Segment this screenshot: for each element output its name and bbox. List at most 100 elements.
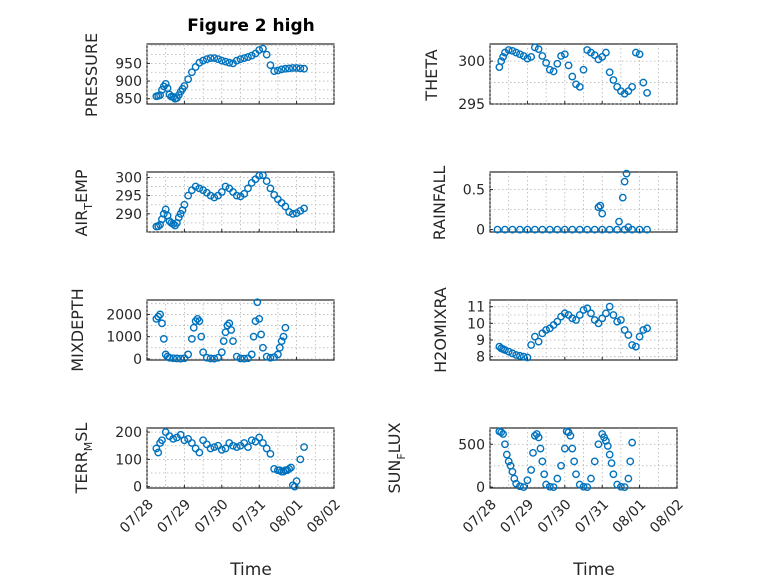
data-point-pressure — [255, 46, 264, 54]
data-point-theta — [635, 50, 644, 59]
data-point-theta — [557, 52, 565, 60]
ytick-label-pressure: 850 — [115, 92, 142, 108]
data-point-rainfall — [493, 225, 502, 234]
data-point-air_temp — [191, 182, 200, 191]
data-point-h2omixra — [587, 309, 595, 318]
data-point-pressure — [225, 58, 234, 67]
data-point-sun_flux — [568, 444, 577, 453]
data-point-pressure — [236, 55, 245, 64]
data-point-air_temp — [255, 171, 264, 180]
data-point-rainfall — [545, 225, 554, 234]
ytick-label-theta: 295 — [458, 97, 485, 113]
ytick-label-terr_msl: 0 — [133, 480, 142, 496]
data-point-sun_flux — [560, 444, 569, 453]
data-point-theta — [564, 61, 573, 70]
data-point-terr_msl — [217, 445, 226, 454]
data-point-mixdepth — [229, 337, 237, 346]
xtick-label-terr_msl: 07/29 — [154, 497, 194, 537]
data-point-terr_msl — [176, 430, 185, 439]
data-point-mixdepth — [240, 354, 249, 363]
data-point-sun_flux — [519, 483, 528, 492]
data-point-mixdepth — [214, 353, 222, 362]
data-point-mixdepth — [225, 319, 234, 328]
data-point-terr_msl — [154, 448, 163, 457]
data-point-pressure — [300, 64, 308, 73]
data-point-rainfall — [635, 225, 644, 234]
data-point-sun_flux — [566, 431, 575, 440]
data-point-pressure — [244, 53, 252, 61]
data-point-pressure — [292, 64, 301, 72]
data-point-pressure — [202, 55, 211, 64]
data-point-rainfall — [618, 193, 627, 202]
data-point-terr_msl — [262, 444, 271, 453]
xtick-label-terr_msl: 07/30 — [192, 497, 232, 537]
data-point-h2omixra — [583, 304, 592, 313]
data-point-terr_msl — [287, 463, 295, 472]
xtick-label-sun_flux: 07/31 — [572, 497, 612, 537]
ytick-label-pressure: 900 — [115, 74, 142, 90]
data-point-h2omixra — [519, 352, 528, 361]
data-point-rainfall — [598, 209, 607, 218]
data-point-sun_flux — [523, 476, 532, 485]
data-point-theta — [560, 50, 569, 59]
ytick-label-sun_flux: 0 — [476, 480, 485, 496]
data-point-h2omixra — [620, 326, 629, 334]
data-point-mixdepth — [193, 314, 202, 323]
data-point-h2omixra — [553, 317, 562, 326]
data-point-air_temp — [217, 188, 226, 196]
data-point-h2omixra — [560, 309, 569, 318]
data-point-mixdepth — [156, 310, 164, 319]
xtick-label-sun_flux: 08/01 — [610, 497, 650, 537]
data-point-h2omixra — [575, 311, 584, 319]
data-point-rainfall — [622, 169, 631, 178]
data-point-mixdepth — [217, 348, 226, 357]
data-point-mixdepth — [152, 314, 161, 323]
data-point-air_temp — [266, 184, 275, 193]
data-point-rainfall — [508, 225, 517, 234]
xtick-label-sun_flux: 07/29 — [497, 497, 537, 537]
ylabel-air-temp: AIRTEMP — [72, 169, 95, 236]
data-point-h2omixra — [628, 341, 637, 349]
ytick-label-h2omixra: 10 — [467, 316, 485, 332]
data-point-theta — [538, 52, 547, 60]
data-point-mixdepth — [273, 350, 282, 359]
data-point-air_temp — [262, 177, 271, 185]
data-point-terr_msl — [169, 435, 178, 443]
ylabel-terr-msl: TERRMSL — [72, 423, 95, 495]
data-point-theta — [523, 54, 532, 63]
ytick-label-sun_flux: 500 — [458, 437, 485, 453]
data-point-air_temp — [154, 222, 163, 231]
data-point-pressure — [217, 56, 226, 65]
xtick-label-terr_msl: 08/01 — [267, 497, 307, 537]
data-point-rainfall — [575, 225, 584, 234]
ytick-label-air_temp: 290 — [115, 207, 142, 223]
xtick-label-terr_msl: 07/31 — [229, 497, 269, 537]
data-point-h2omixra — [617, 316, 625, 324]
data-point-mixdepth — [169, 354, 178, 363]
ytick-label-air_temp: 295 — [115, 189, 142, 205]
ytick-label-h2omixra: 9 — [476, 333, 485, 349]
ytick-label-mixdepth: 1000 — [106, 330, 142, 346]
data-point-air_temp — [206, 191, 215, 200]
ytick-label-theta: 300 — [458, 54, 485, 70]
data-point-h2omixra — [643, 324, 651, 333]
data-point-air_temp — [210, 193, 219, 202]
data-point-theta — [499, 52, 507, 61]
data-point-terr_msl — [266, 450, 275, 458]
data-point-theta — [553, 59, 562, 68]
data-point-mixdepth — [219, 337, 228, 346]
xtick-label-sun_flux: 07/28 — [460, 497, 500, 537]
data-point-mixdepth — [281, 323, 290, 332]
data-point-h2omixra — [527, 341, 536, 349]
data-point-theta — [527, 52, 536, 61]
data-point-terr_msl — [210, 443, 219, 451]
data-point-sun_flux — [549, 483, 558, 492]
data-point-mixdepth — [210, 354, 219, 363]
data-point-mixdepth — [191, 317, 200, 326]
data-point-mixdepth — [202, 353, 211, 362]
data-point-pressure — [296, 64, 305, 73]
data-point-h2omixra — [530, 332, 539, 341]
data-point-terr_msl — [296, 455, 305, 464]
